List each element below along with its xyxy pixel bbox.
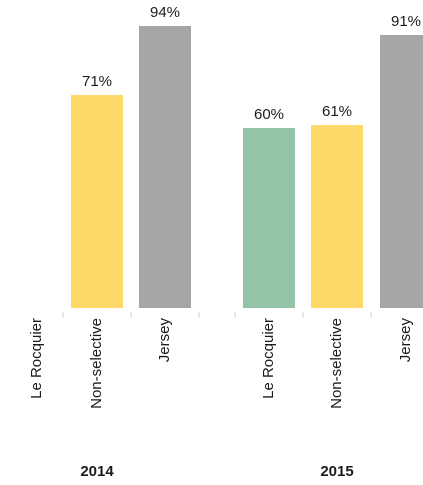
data-label-2014-non-selective: 71% — [82, 73, 112, 90]
data-label-2015-jersey: 91% — [391, 13, 421, 30]
bar-2015-non-selective — [311, 125, 363, 308]
bar-2015-jersey — [380, 35, 423, 308]
category-label-2015-jersey: Jersey — [397, 318, 414, 363]
bar-2014-non-selective — [71, 95, 123, 308]
category-label-2014-le-rocquier: Le Rocquier — [28, 318, 45, 399]
data-label-2014-jersey: 94% — [150, 4, 180, 21]
category-label-2015-le-rocquier: Le Rocquier — [260, 318, 277, 399]
data-label-2015-le-rocquier: 60% — [254, 106, 284, 123]
group-label-2015: 2015 — [320, 463, 353, 480]
category-label-2015-non-selective: Non-selective — [328, 318, 345, 409]
category-label-2014-non-selective: Non-selective — [88, 318, 105, 409]
data-label-2015-non-selective: 61% — [322, 103, 352, 120]
bar-2014-jersey — [139, 26, 191, 308]
category-label-2014-jersey: Jersey — [156, 318, 173, 363]
bar-2015-le-rocquier — [243, 128, 295, 308]
group-label-2014: 2014 — [80, 463, 114, 480]
